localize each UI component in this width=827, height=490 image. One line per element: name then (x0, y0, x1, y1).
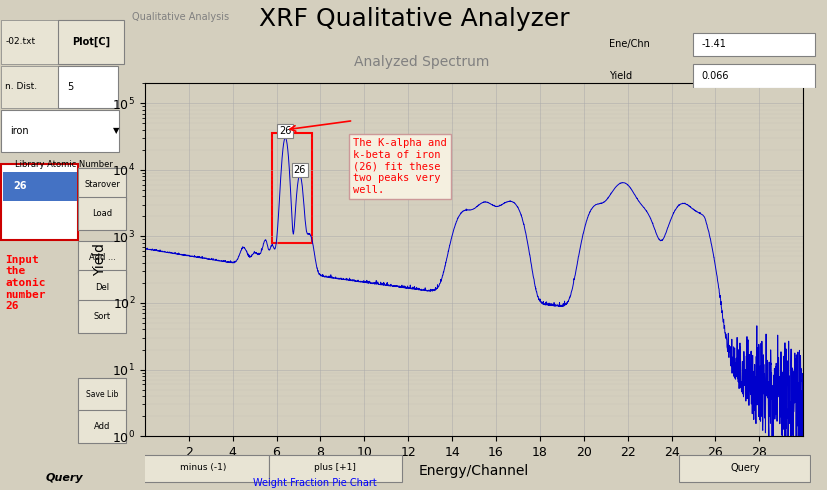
Text: Query: Query (45, 473, 83, 483)
Text: Qualitative Analysis: Qualitative Analysis (132, 12, 229, 22)
FancyBboxPatch shape (2, 164, 79, 240)
Text: 5: 5 (67, 82, 73, 92)
FancyBboxPatch shape (269, 455, 401, 482)
Text: 26: 26 (13, 181, 26, 191)
Text: Analyzed Spectrum: Analyzed Spectrum (353, 55, 489, 69)
Text: 0.066: 0.066 (700, 72, 728, 81)
Text: iron: iron (10, 126, 29, 136)
FancyBboxPatch shape (692, 33, 815, 56)
Text: Add ...: Add ... (88, 253, 115, 262)
Text: Starover: Starover (84, 180, 120, 189)
Bar (272, 133, 311, 243)
Text: 26: 26 (294, 165, 306, 174)
Text: XRF Qualitative Analyzer: XRF Qualitative Analyzer (258, 7, 569, 31)
Text: Save Lib: Save Lib (86, 391, 118, 399)
FancyBboxPatch shape (79, 168, 126, 201)
FancyBboxPatch shape (2, 66, 58, 108)
Text: 26: 26 (279, 126, 291, 136)
FancyBboxPatch shape (2, 172, 77, 201)
Text: Input
the
atonic
number
26: Input the atonic number 26 (5, 255, 45, 311)
Text: The K-alpha and
k-beta of iron
(26) fit these
two peaks very
well.: The K-alpha and k-beta of iron (26) fit … (353, 138, 447, 195)
FancyBboxPatch shape (79, 300, 126, 333)
X-axis label: Energy/Channel: Energy/Channel (418, 465, 528, 478)
FancyBboxPatch shape (58, 66, 118, 108)
FancyBboxPatch shape (136, 455, 269, 482)
Text: Weight Fraction Pie Chart: Weight Fraction Pie Chart (252, 478, 376, 488)
Text: minus (-1): minus (-1) (179, 464, 226, 472)
FancyBboxPatch shape (692, 64, 815, 88)
Text: Del: Del (95, 283, 109, 292)
FancyBboxPatch shape (2, 20, 58, 64)
Text: Load: Load (92, 209, 112, 218)
FancyBboxPatch shape (2, 110, 119, 152)
FancyBboxPatch shape (79, 197, 126, 230)
FancyBboxPatch shape (79, 241, 126, 274)
Text: Query: Query (729, 463, 759, 473)
Text: Add: Add (93, 422, 110, 431)
Text: n. Dist.: n. Dist. (5, 82, 37, 91)
Text: Ene/Chn: Ene/Chn (608, 39, 649, 49)
Text: Sort: Sort (93, 312, 111, 321)
Text: Plot[C]: Plot[C] (72, 37, 110, 47)
FancyBboxPatch shape (79, 410, 126, 443)
Text: plus [+1]: plus [+1] (314, 464, 356, 472)
Text: Yield: Yield (608, 72, 631, 81)
Text: -02.txt: -02.txt (5, 37, 36, 46)
FancyBboxPatch shape (678, 455, 809, 482)
Text: -1.41: -1.41 (700, 39, 725, 49)
Text: Library Atomic Number: Library Atomic Number (15, 160, 113, 169)
FancyBboxPatch shape (79, 378, 126, 412)
Text: ▼: ▼ (112, 126, 119, 135)
Y-axis label: Yield: Yield (93, 243, 107, 276)
FancyBboxPatch shape (79, 270, 126, 304)
FancyBboxPatch shape (58, 20, 124, 64)
